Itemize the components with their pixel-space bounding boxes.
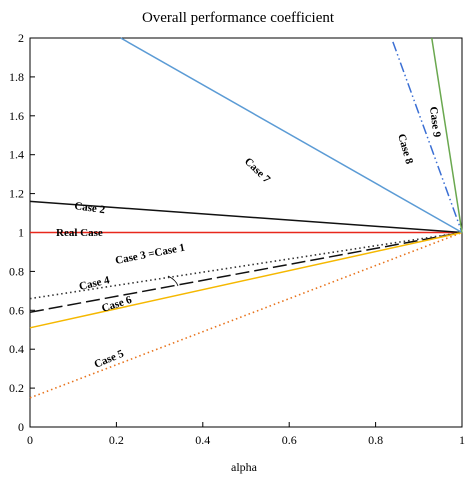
series-line-case-8 — [392, 41, 463, 233]
x-axis-label: alpha — [231, 460, 258, 474]
series-line-case-7 — [120, 37, 463, 234]
series-label-case-7: Case 7 — [242, 156, 273, 186]
series-line-case-6 — [29, 231, 463, 329]
series-label-case-5: Case 5 — [92, 347, 126, 370]
y-tick-label: 0 — [18, 420, 24, 434]
series-line-case-5 — [29, 231, 463, 399]
y-tick-label: 1.4 — [9, 148, 24, 162]
series-line-case-3-case-1 — [29, 231, 463, 313]
series-label-case-9: Case 9 — [427, 106, 443, 139]
series-line-case-4 — [29, 231, 463, 300]
series-label-case-3-case-1: Case 3 =Case 1 — [114, 242, 186, 267]
series-line-case-9 — [431, 37, 463, 233]
y-tick-label: 0.2 — [9, 381, 24, 395]
series-label-case-8: Case 8 — [395, 133, 415, 166]
y-tick-label: 1 — [18, 226, 24, 240]
case-3-leader-line — [167, 275, 179, 287]
y-tick-label: 0.8 — [9, 264, 24, 278]
x-tick-label: 0.8 — [368, 433, 383, 447]
y-tick-label: 0.4 — [9, 342, 24, 356]
series-label-case-2: Case 2 — [74, 200, 107, 216]
x-tick-label: 0.6 — [282, 433, 297, 447]
plot-area: 0 0.2 0.4 0.6 0.8 1 1.2 1.4 1.6 1.8 2 0 0.2 0.4 0.6 0.8… — [9, 31, 465, 447]
x-tick-label: 0.4 — [195, 433, 210, 447]
series-label-real-case: Real Case — [56, 227, 103, 239]
y-tick-label: 2 — [18, 31, 24, 45]
x-tick-label: 0 — [27, 433, 33, 447]
y-tick-label: 1.2 — [9, 187, 24, 201]
x-tick-label: 1 — [459, 433, 465, 447]
y-tick-label: 0.6 — [9, 303, 24, 317]
chart-title: Overall performance coefficient — [142, 10, 335, 26]
series-label-case-4: Case 4 — [78, 274, 111, 293]
y-tick-label: 1.8 — [9, 70, 24, 84]
x-tick-label: 0.2 — [109, 433, 124, 447]
series-line-case-2 — [29, 200, 463, 234]
y-tick-label: 1.6 — [9, 109, 24, 123]
